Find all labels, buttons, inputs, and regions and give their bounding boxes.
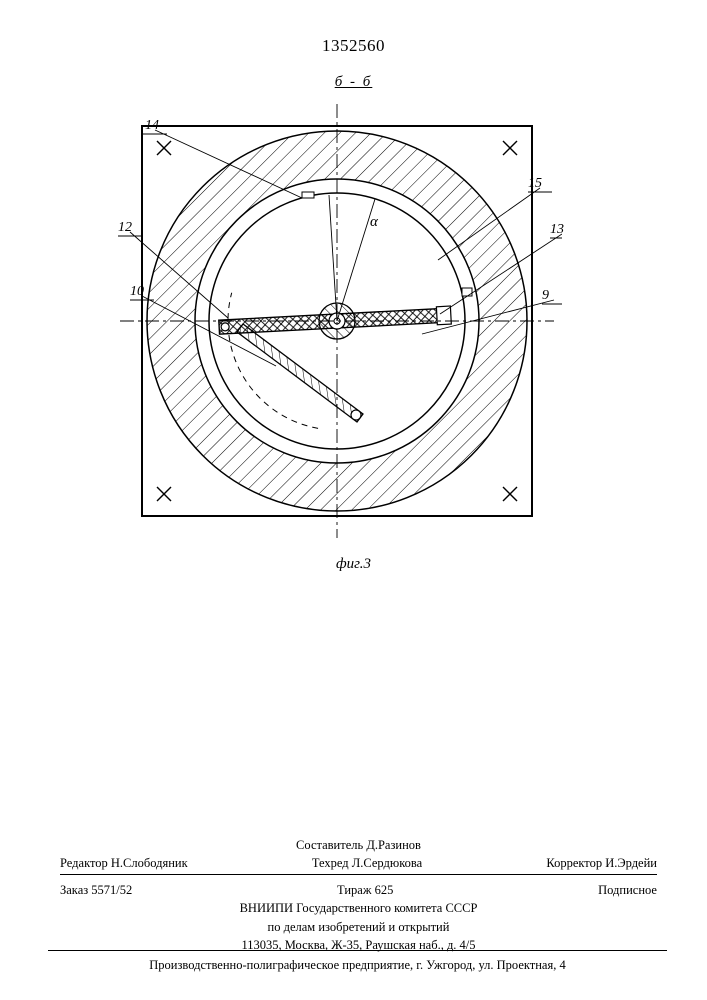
ref-12: 12 (118, 220, 132, 236)
techred: Техред Л.Сердюкова (312, 854, 422, 872)
section-label: б - б (0, 74, 707, 91)
order: Заказ 5571/52 (60, 881, 132, 899)
patent-number: 1352560 (0, 36, 707, 56)
org-line-2: по делам изобретений и открытий (60, 918, 657, 936)
ref-10: 10 (130, 284, 144, 300)
ref-14: 14 (145, 118, 159, 134)
figure: α 14 12 10 15 13 9 (112, 96, 562, 546)
corrector: Корректор И.Эрдейи (546, 854, 657, 872)
figure-caption: фиг.3 (0, 556, 707, 573)
footer: Производственно-полиграфическое предприя… (48, 958, 667, 973)
org-address: 113035, Москва, Ж-35, Раушская наб., д. … (60, 936, 657, 954)
ref-9: 9 (542, 288, 549, 304)
svg-text:α: α (370, 214, 379, 230)
compiler-line: Составитель Д.Разинов (60, 836, 657, 854)
divider-1 (60, 874, 657, 875)
circulation: Тираж 625 (337, 881, 393, 899)
page: 1352560 б - б α 14 12 10 15 13 9 фиг.3 С… (0, 0, 707, 1000)
colophon: Составитель Д.Разинов Редактор Н.Слободя… (60, 836, 657, 954)
staff-row: Редактор Н.Слободяник Техред Л.Сердюкова… (60, 854, 657, 872)
org-line-1: ВНИИПИ Государственного комитета СССР (60, 899, 657, 917)
ref-13: 13 (550, 222, 564, 238)
divider-footer (48, 950, 667, 951)
editor: Редактор Н.Слободяник (60, 854, 188, 872)
ref-15: 15 (528, 176, 542, 192)
print-row: Заказ 5571/52 Тираж 625 Подписное (60, 881, 657, 899)
figure-svg: α (112, 96, 562, 546)
subscription: Подписное (598, 881, 657, 899)
